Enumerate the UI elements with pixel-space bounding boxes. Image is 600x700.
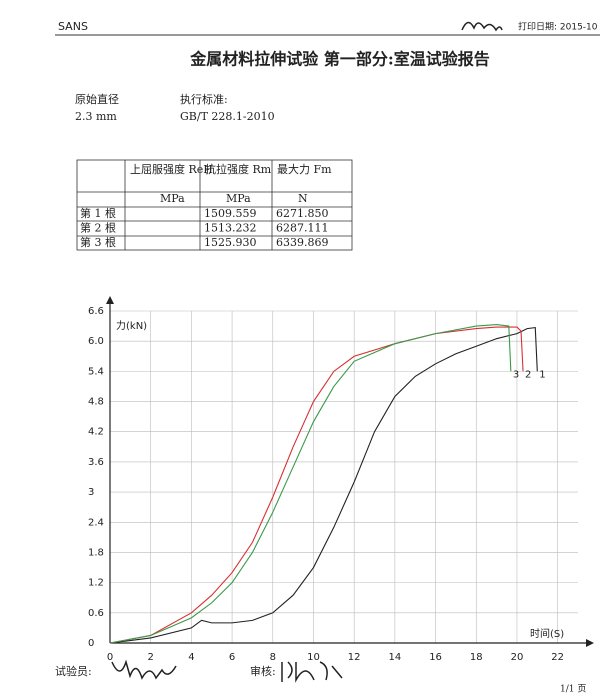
diameter: 2.3 mm (75, 110, 117, 123)
table-cell: 1509.559 (204, 207, 257, 220)
y-tick-label: 3.6 (88, 457, 104, 468)
y-tick-label: 6.0 (88, 336, 104, 347)
row-label: 第 3 根 (80, 235, 116, 249)
y-tick-label: 6.6 (88, 306, 104, 317)
chart: 0 0.6 1.2 1.8 2.4 3 3.6 4.2 4.8 5.4 6.0 6.6 0 2 4 6 8 10 1… (88, 296, 594, 663)
table-cell: 1525.930 (204, 236, 257, 249)
y-tick-label: 1.2 (88, 578, 104, 589)
table-header: 最大力 Fm (277, 162, 332, 176)
x-tick-label: 0 (107, 652, 113, 663)
x-tick-label: 20 (511, 652, 524, 663)
x-tick-label: 22 (551, 652, 564, 663)
table-cell: 6339.869 (276, 236, 329, 249)
header-left: SANS (58, 20, 88, 33)
force-curve (109, 324, 512, 644)
page-number: 1/1 页 (560, 684, 586, 695)
curve-label: 1 (539, 369, 545, 380)
x-axis-label: 时间(S) (530, 627, 564, 640)
x-tick-label: 10 (307, 652, 320, 663)
y-tick-label: 4.2 (88, 427, 104, 438)
x-tick-label: 18 (470, 652, 483, 663)
row-label: 第 2 根 (80, 221, 116, 235)
print-date: 打印日期: 2015-10 (518, 21, 598, 33)
table-cell: 6271.850 (276, 207, 329, 220)
y-tick-label: 0 (88, 638, 94, 649)
y-tick-label: 5.4 (88, 366, 104, 377)
table-header: 抗拉强度 Rm (205, 162, 272, 176)
standard: GB/T 228.1-2010 (180, 110, 275, 123)
force-curve (109, 326, 524, 644)
report-title: 金属材料拉伸试验 第一部分:室温试验报告 (189, 50, 489, 69)
table-cell: 6287.111 (276, 222, 329, 235)
x-tick-label: 8 (270, 652, 276, 663)
y-tick-label: 2.4 (88, 517, 104, 528)
y-tick-label: 3 (88, 487, 94, 498)
table-cell: 1513.232 (204, 222, 257, 235)
signature (461, 21, 503, 32)
signature (111, 659, 177, 680)
diameter-label: 原始直径 (75, 92, 119, 106)
table-unit: MPa (226, 192, 251, 205)
table-unit: MPa (160, 192, 185, 205)
curve-label: 3 (513, 369, 519, 380)
force-curve (109, 326, 538, 644)
table-border (76, 159, 353, 251)
curve-label: 2 (525, 369, 531, 380)
x-tick-label: 14 (389, 652, 402, 663)
y-axis-arrow (106, 296, 114, 304)
table-header: 上屈服强度 ReH (130, 162, 213, 176)
x-tick-label: 16 (429, 652, 442, 663)
y-tick-label: 0.6 (88, 608, 104, 619)
y-axis-label: 力(kN) (116, 319, 147, 332)
signature (281, 661, 343, 683)
x-tick-label: 6 (229, 652, 235, 663)
row-label: 第 1 根 (80, 206, 116, 220)
table-unit: N (298, 192, 308, 205)
x-tick-label: 12 (348, 652, 361, 663)
tester-label: 试验员: (55, 664, 92, 678)
x-tick-label: 4 (188, 652, 194, 663)
table (76, 159, 353, 251)
standard-label: 执行标准: (180, 92, 228, 106)
y-tick-label: 1.8 (88, 547, 104, 558)
x-tick-label: 2 (148, 652, 154, 663)
reviewer-label: 审核: (250, 664, 276, 678)
x-axis-arrow (586, 639, 594, 647)
y-tick-label: 4.8 (88, 397, 104, 408)
